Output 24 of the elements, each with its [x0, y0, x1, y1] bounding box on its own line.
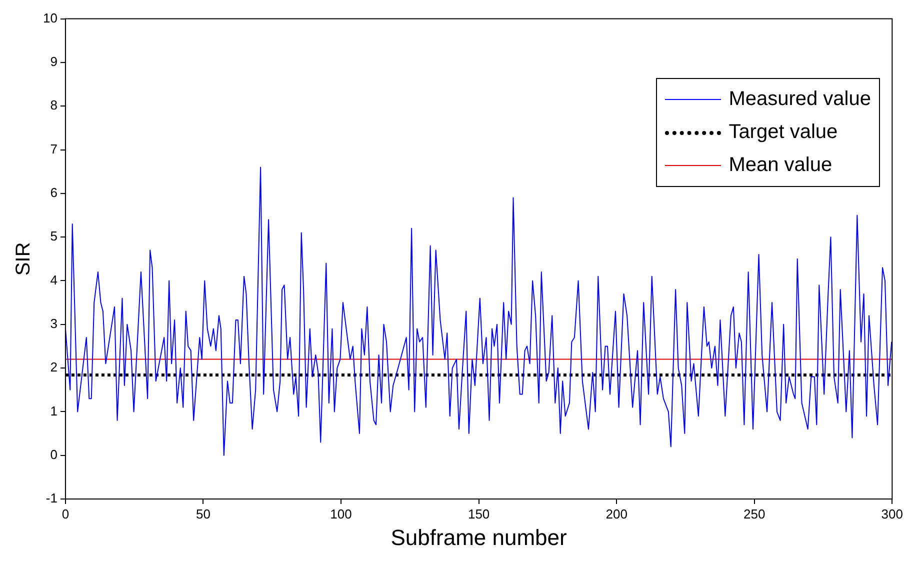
y-tick-label: 10: [42, 10, 58, 26]
x-tick-label: 150: [468, 506, 490, 522]
y-tick-label: 2: [50, 360, 58, 375]
legend-label: Mean value: [728, 154, 832, 177]
x-tick-label: 300: [881, 506, 904, 522]
x-tick-label: 200: [606, 506, 628, 522]
y-tick-label: 5: [50, 228, 58, 244]
y-tick-label: -1: [46, 490, 58, 506]
y-tick-label: 8: [50, 98, 58, 113]
y-tick-label: 1: [50, 403, 58, 418]
legend-label: Measured value: [728, 88, 871, 111]
y-tick-label: 6: [50, 184, 58, 200]
y-tick-label: 3: [50, 316, 58, 331]
x-tick-label: 250: [744, 506, 766, 522]
y-tick-label: 9: [50, 54, 58, 70]
x-axis-title: Subframe number: [390, 524, 567, 550]
y-tick-label: 7: [50, 141, 58, 156]
y-axis-title: SIR: [12, 242, 35, 276]
y-tick-label: 0: [50, 446, 58, 462]
x-tick-label: 100: [330, 506, 352, 522]
y-tick-label: 4: [50, 272, 58, 288]
legend-label: Target value: [728, 121, 838, 144]
x-tick-label: 0: [62, 506, 70, 522]
x-tick-label: 50: [196, 506, 210, 522]
